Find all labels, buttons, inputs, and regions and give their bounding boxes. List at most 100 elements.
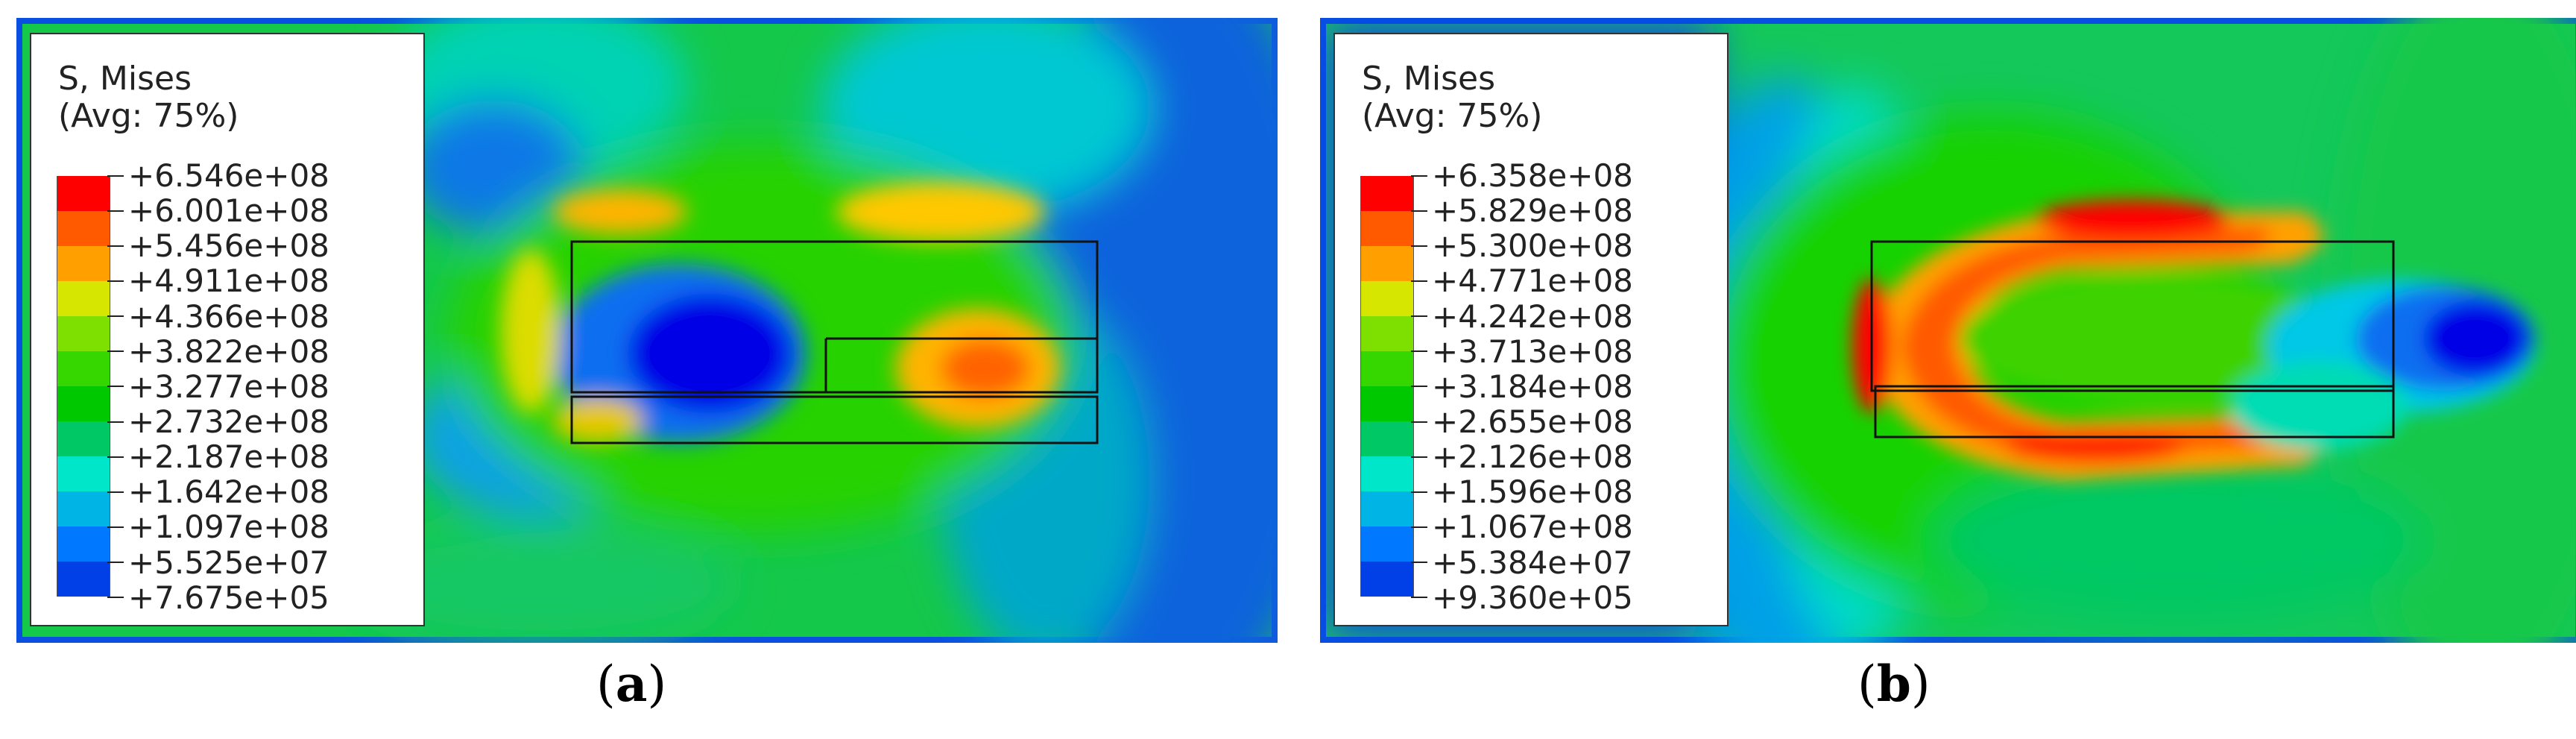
legend-tick <box>107 491 124 493</box>
legend-swatch <box>57 351 110 386</box>
legend-tick <box>1411 597 1427 599</box>
legend-entry: +4.771e+08 <box>1411 263 1633 298</box>
upper-body-outline-a <box>570 240 1099 394</box>
legend-tick <box>1411 315 1427 318</box>
legend-tick <box>107 350 124 353</box>
legend-tick <box>107 421 124 423</box>
legend-tick <box>1411 421 1427 423</box>
legend-entry: +3.822e+08 <box>107 334 329 369</box>
legend-swatch <box>1360 526 1414 562</box>
legend-value: +7.675e+05 <box>128 579 329 616</box>
legend-swatch <box>57 281 110 316</box>
legend-colorbar <box>1360 176 1414 597</box>
legend-tick <box>107 174 124 177</box>
legend-entry: +5.829e+08 <box>1411 193 1633 228</box>
legend-swatch <box>1360 211 1414 246</box>
legend-entry: +5.525e+07 <box>107 545 329 580</box>
legend-value: +6.001e+08 <box>128 192 329 230</box>
legend-entry: +2.732e+08 <box>107 404 329 439</box>
legend-value: +1.067e+08 <box>1432 509 1633 546</box>
legend-title: S, Mises <box>1362 60 1496 98</box>
legend-tick <box>107 597 124 599</box>
legend-entry: +1.642e+08 <box>107 474 329 509</box>
contour-plot-b: S, Mises (Avg: 75%) +6.358e+08 +5.829e+0… <box>1320 18 2576 643</box>
legend-swatch <box>57 386 110 421</box>
legend-entry: +1.596e+08 <box>1411 474 1633 509</box>
legend-value: +6.358e+08 <box>1432 157 1633 195</box>
legend-tick <box>107 526 124 528</box>
legend-tick <box>1411 456 1427 458</box>
legend-entry: +3.184e+08 <box>1411 369 1633 404</box>
legend-swatch <box>1360 562 1414 597</box>
legend-entry: +4.366e+08 <box>107 299 329 334</box>
legend-entry: +2.655e+08 <box>1411 404 1633 439</box>
legend-entry: +1.097e+08 <box>107 509 329 544</box>
legend-swatch <box>57 491 110 526</box>
caption-a: (a) <box>596 655 667 713</box>
legend-value: +1.097e+08 <box>128 509 329 546</box>
legend-entry: +5.300e+08 <box>1411 228 1633 263</box>
legend-entry: +3.277e+08 <box>107 369 329 404</box>
legend-value: +2.732e+08 <box>128 403 329 441</box>
stress-field-a <box>16 18 1278 643</box>
legend-entry: +5.456e+08 <box>107 228 329 263</box>
legend-tick <box>107 280 124 282</box>
legend-swatch <box>1360 316 1414 351</box>
legend-tick <box>1411 562 1427 564</box>
legend-tick <box>1411 245 1427 247</box>
caption-b: (b) <box>1857 655 1931 713</box>
legend-value: +4.911e+08 <box>128 262 329 300</box>
contour-plot-a: S, Mises (Avg: 75%) +6.546e+08 +6.001e+0… <box>16 18 1278 643</box>
legend-swatch <box>57 316 110 351</box>
legend-value: +2.126e+08 <box>1432 438 1633 476</box>
upper-body-outline-b <box>1870 240 2395 392</box>
legend-value: +3.277e+08 <box>128 368 329 405</box>
lower-body-outline-b <box>1874 385 2395 438</box>
legend-value: +1.596e+08 <box>1432 474 1633 511</box>
legend-value: +5.456e+08 <box>128 227 329 265</box>
legend-tick <box>1411 386 1427 388</box>
legend-values: +6.546e+08 +6.001e+08 +5.456e+08 +4.911e… <box>107 158 329 615</box>
legend-value: +4.366e+08 <box>128 298 329 335</box>
legend-swatch <box>57 456 110 491</box>
legend-value: +9.360e+05 <box>1432 579 1633 616</box>
legend-tick <box>107 245 124 247</box>
legend-title: S, Mises <box>58 60 192 98</box>
legend-tick <box>1411 526 1427 528</box>
legend-tick <box>1411 210 1427 212</box>
legend-entry: +6.001e+08 <box>107 193 329 228</box>
legend-value: +5.384e+07 <box>1432 544 1633 581</box>
legend-entry: +6.546e+08 <box>107 158 329 193</box>
legend-b: S, Mises (Avg: 75%) +6.358e+08 +5.829e+0… <box>1333 33 1729 626</box>
legend-entry: +2.187e+08 <box>107 439 329 474</box>
legend-a: S, Mises (Avg: 75%) +6.546e+08 +6.001e+0… <box>30 33 425 626</box>
lower-body-outline-a <box>570 395 1099 444</box>
legend-value: +5.829e+08 <box>1432 192 1633 230</box>
legend-swatch <box>57 421 110 456</box>
legend-swatch <box>1360 386 1414 421</box>
legend-entry: +4.911e+08 <box>107 263 329 298</box>
legend-entry: +1.067e+08 <box>1411 509 1633 544</box>
legend-tick <box>107 386 124 388</box>
legend-tick <box>107 562 124 564</box>
legend-entry: +7.675e+05 <box>107 580 329 615</box>
legend-tick <box>1411 174 1427 177</box>
legend-value: +3.822e+08 <box>128 333 329 370</box>
legend-swatch <box>57 526 110 562</box>
legend-entry: +6.358e+08 <box>1411 158 1633 193</box>
legend-value: +2.655e+08 <box>1432 403 1633 441</box>
legend-subtitle: (Avg: 75%) <box>58 97 239 135</box>
legend-tick <box>107 210 124 212</box>
legend-value: +2.187e+08 <box>128 438 329 476</box>
legend-entry: +2.126e+08 <box>1411 439 1633 474</box>
legend-value: +5.525e+07 <box>128 544 329 581</box>
legend-tick <box>1411 350 1427 353</box>
legend-values: +6.358e+08 +5.829e+08 +5.300e+08 +4.771e… <box>1411 158 1633 615</box>
legend-entry: +5.384e+07 <box>1411 545 1633 580</box>
legend-entry: +3.713e+08 <box>1411 334 1633 369</box>
legend-tick <box>107 315 124 318</box>
legend-swatch <box>1360 246 1414 281</box>
legend-swatch <box>57 176 110 211</box>
legend-swatch <box>1360 491 1414 526</box>
legend-entry: +4.242e+08 <box>1411 299 1633 334</box>
